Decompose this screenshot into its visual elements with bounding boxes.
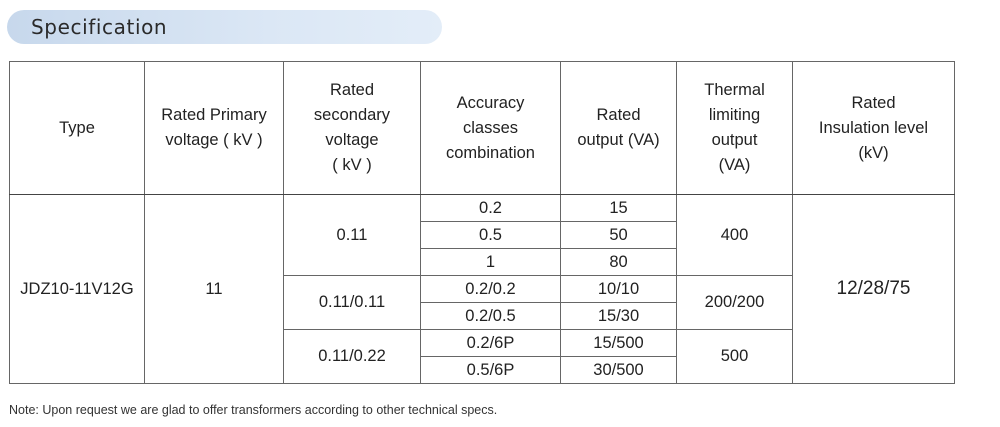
header-thermal-output: Thermal limiting output (VA) — [676, 61, 793, 195]
header-secondary-voltage: Rated secondary voltage ( kV ) — [283, 61, 421, 195]
header-accuracy-classes: Accuracy classes combination — [420, 61, 561, 195]
table-row: 0.2/0.5 15/30 — [10, 302, 955, 330]
accuracy-cell: 0.5/6P — [420, 356, 561, 384]
header-type: Type — [9, 61, 145, 195]
header-primary-voltage: Rated Primary voltage ( kV ) — [144, 61, 284, 195]
footnote: Note: Upon request we are glad to offer … — [9, 403, 498, 417]
accuracy-cell: 0.2 — [420, 194, 561, 222]
secondary-voltage-cell: 0.11/0.22 — [283, 329, 421, 384]
output-cell: 30/500 — [560, 356, 677, 384]
type-cell: JDZ10-11V12G — [9, 194, 145, 384]
accuracy-cell: 0.5 — [420, 221, 561, 249]
header-row: Type Rated Primary voltage ( kV ) Rated … — [9, 61, 955, 195]
table-row: JDZ10-11V12G 11 0.11 0.2 15 400 12/28/75 — [9, 194, 955, 384]
output-cell: 15/30 — [560, 302, 677, 330]
specification-table: Type Rated Primary voltage ( kV ) Rated … — [9, 61, 955, 384]
table-row: 0.5 50 — [10, 221, 955, 249]
output-cell: 80 — [560, 248, 677, 276]
accuracy-cell: 0.2/6P — [420, 329, 561, 357]
primary-voltage-cell: 11 — [144, 194, 284, 384]
section-title: Specification — [31, 15, 168, 39]
thermal-output-cell: 500 — [676, 329, 793, 384]
table-row: 0.5/6P 30/500 — [10, 356, 955, 384]
output-cell: 15 — [560, 194, 677, 222]
accuracy-cell: 0.2/0.5 — [420, 302, 561, 330]
section-header: Specification — [7, 10, 442, 44]
secondary-voltage-cell: 0.11 — [283, 194, 421, 276]
table-row: 0.11/0.22 0.2/6P 15/500 500 — [10, 329, 955, 384]
output-cell: 50 — [560, 221, 677, 249]
secondary-voltage-cell: 0.11/0.11 — [283, 275, 421, 330]
accuracy-cell: 0.2/0.2 — [420, 275, 561, 303]
insulation-level-cell: 12/28/75 — [792, 194, 955, 384]
accuracy-cell: 1 — [420, 248, 561, 276]
header-rated-output: Rated output (VA) — [560, 61, 677, 195]
output-cell: 15/500 — [560, 329, 677, 357]
thermal-output-cell: 200/200 — [676, 275, 793, 330]
table-row: 0.11/0.11 0.2/0.2 10/10 200/200 — [10, 275, 955, 330]
header-insulation-level: Rated Insulation level (kV) — [792, 61, 955, 195]
output-cell: 10/10 — [560, 275, 677, 303]
thermal-output-cell: 400 — [676, 194, 793, 276]
